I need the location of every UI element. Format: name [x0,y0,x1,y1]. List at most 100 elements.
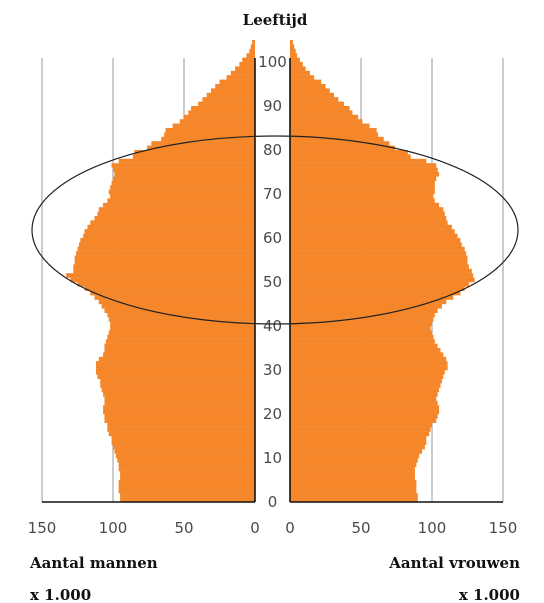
bar-male-age-15 [108,431,256,437]
bar-female-age-66 [290,207,444,212]
xlabel-left-line2: x 1.000 [30,586,91,603]
x-tick-left-150: 150 [28,519,57,537]
bar-male-age-55 [74,255,255,261]
bar-male-age-8 [118,462,256,467]
bar-female-age-1 [290,493,418,498]
bar-male-age-30 [95,365,256,371]
bar-female-age-23 [290,396,437,401]
bar-female-age-52 [290,268,472,274]
bar-female-age-57 [290,246,465,252]
y-tick-label-100: 100 [258,53,287,71]
bar-male-age-58 [78,242,255,247]
bar-female-age-30 [290,365,448,371]
bar-female-age-7 [290,466,415,472]
bar-male-age-24 [103,392,255,397]
bar-male-age-69 [110,194,255,199]
bar-female-age-61 [290,229,455,234]
bar-female-age-83 [290,132,379,137]
bar-male-age-76 [111,163,255,168]
bar-male-age-86 [179,119,255,124]
bar-female-age-65 [290,211,445,217]
bar-female-age-80 [290,145,396,151]
bar-female-age-24 [290,392,438,397]
bar-female-age-13 [290,440,427,445]
bar-male-age-72 [111,180,255,186]
bar-female-age-54 [290,260,468,265]
bar-male-age-45 [98,299,255,305]
bar-female-age-48 [290,286,465,291]
bar-female-age-0 [290,497,418,503]
bar-male-age-90 [198,101,255,107]
bar-male-age-53 [73,264,256,269]
bar-female-age-47 [290,290,461,296]
y-tick-label-0: 0 [268,493,278,511]
bar-female-age-16 [290,427,431,432]
xlabel-right-line1: Aantal vrouwen [388,554,520,572]
bar-female-age-36 [290,339,435,344]
bar-male-age-52 [73,268,256,274]
xlabel-right-line2: x 1.000 [459,586,520,603]
bar-female-age-6 [290,471,415,476]
bar-male-age-83 [164,132,255,137]
bar-male-age-65 [97,211,255,217]
bar-female-age-90 [290,101,344,107]
bar-male-age-40 [110,321,255,327]
bar-male-age-104 [252,40,255,45]
bar-female-age-102 [290,48,296,54]
bar-female-age-59 [290,238,461,243]
bar-female-age-31 [290,361,448,366]
bar-female-age-97 [290,70,310,76]
bar-female-age-3 [290,484,417,489]
bar-male-age-3 [118,484,256,489]
y-tick-label-20: 20 [263,405,282,423]
bar-female-age-20 [290,409,440,415]
bar-female-age-99 [290,62,303,67]
bar-female-age-10 [290,453,420,459]
bar-male-age-91 [202,97,255,102]
bar-male-age-28 [97,374,255,379]
bar-female-age-32 [290,356,447,362]
bar-male-age-103 [250,44,255,49]
bar-male-age-33 [103,352,255,357]
bar-female-age-56 [290,251,467,256]
bar-female-age-73 [290,176,437,181]
bar-female-age-55 [290,255,468,261]
bar-male-age-73 [113,176,255,181]
bar-female-age-60 [290,233,458,239]
bar-male-age-63 [90,220,255,225]
bar-female-age-87 [290,114,359,120]
bar-female-age-9 [290,458,418,463]
x-tick-left-0: 0 [250,519,260,537]
bar-male-age-68 [107,198,255,203]
bar-female-age-86 [290,119,363,124]
bar-male-age-23 [104,396,255,401]
bar-female-age-33 [290,352,444,357]
bar-male-age-50 [70,277,256,283]
bar-female-age-64 [290,216,447,221]
bar-male-age-74 [114,172,255,177]
bar-female-age-91 [290,97,339,102]
bar-female-age-21 [290,405,440,410]
bar-female-age-100 [290,57,300,63]
bar-male-age-21 [103,405,255,410]
bar-female-age-98 [290,66,306,71]
bar-female-age-62 [290,224,452,230]
bar-female-age-58 [290,242,462,247]
y-tick-label-60: 60 [263,229,282,247]
bar-female-age-101 [290,53,298,58]
bar-male-age-12 [113,444,255,450]
bar-male-age-99 [239,62,255,67]
bar-male-age-4 [118,480,256,485]
bar-male-age-19 [104,414,255,419]
bar-female-age-94 [290,84,326,89]
bar-male-age-59 [80,238,255,243]
bar-male-age-85 [172,123,255,129]
bar-female-age-67 [290,202,440,208]
bar-male-age-79 [134,150,255,155]
bar-female-age-8 [290,462,417,467]
bar-female-age-69 [290,194,434,199]
bar-female-age-11 [290,449,423,454]
bar-male-age-100 [242,57,255,63]
bar-male-age-77 [118,158,256,164]
bar-male-age-47 [90,290,255,296]
